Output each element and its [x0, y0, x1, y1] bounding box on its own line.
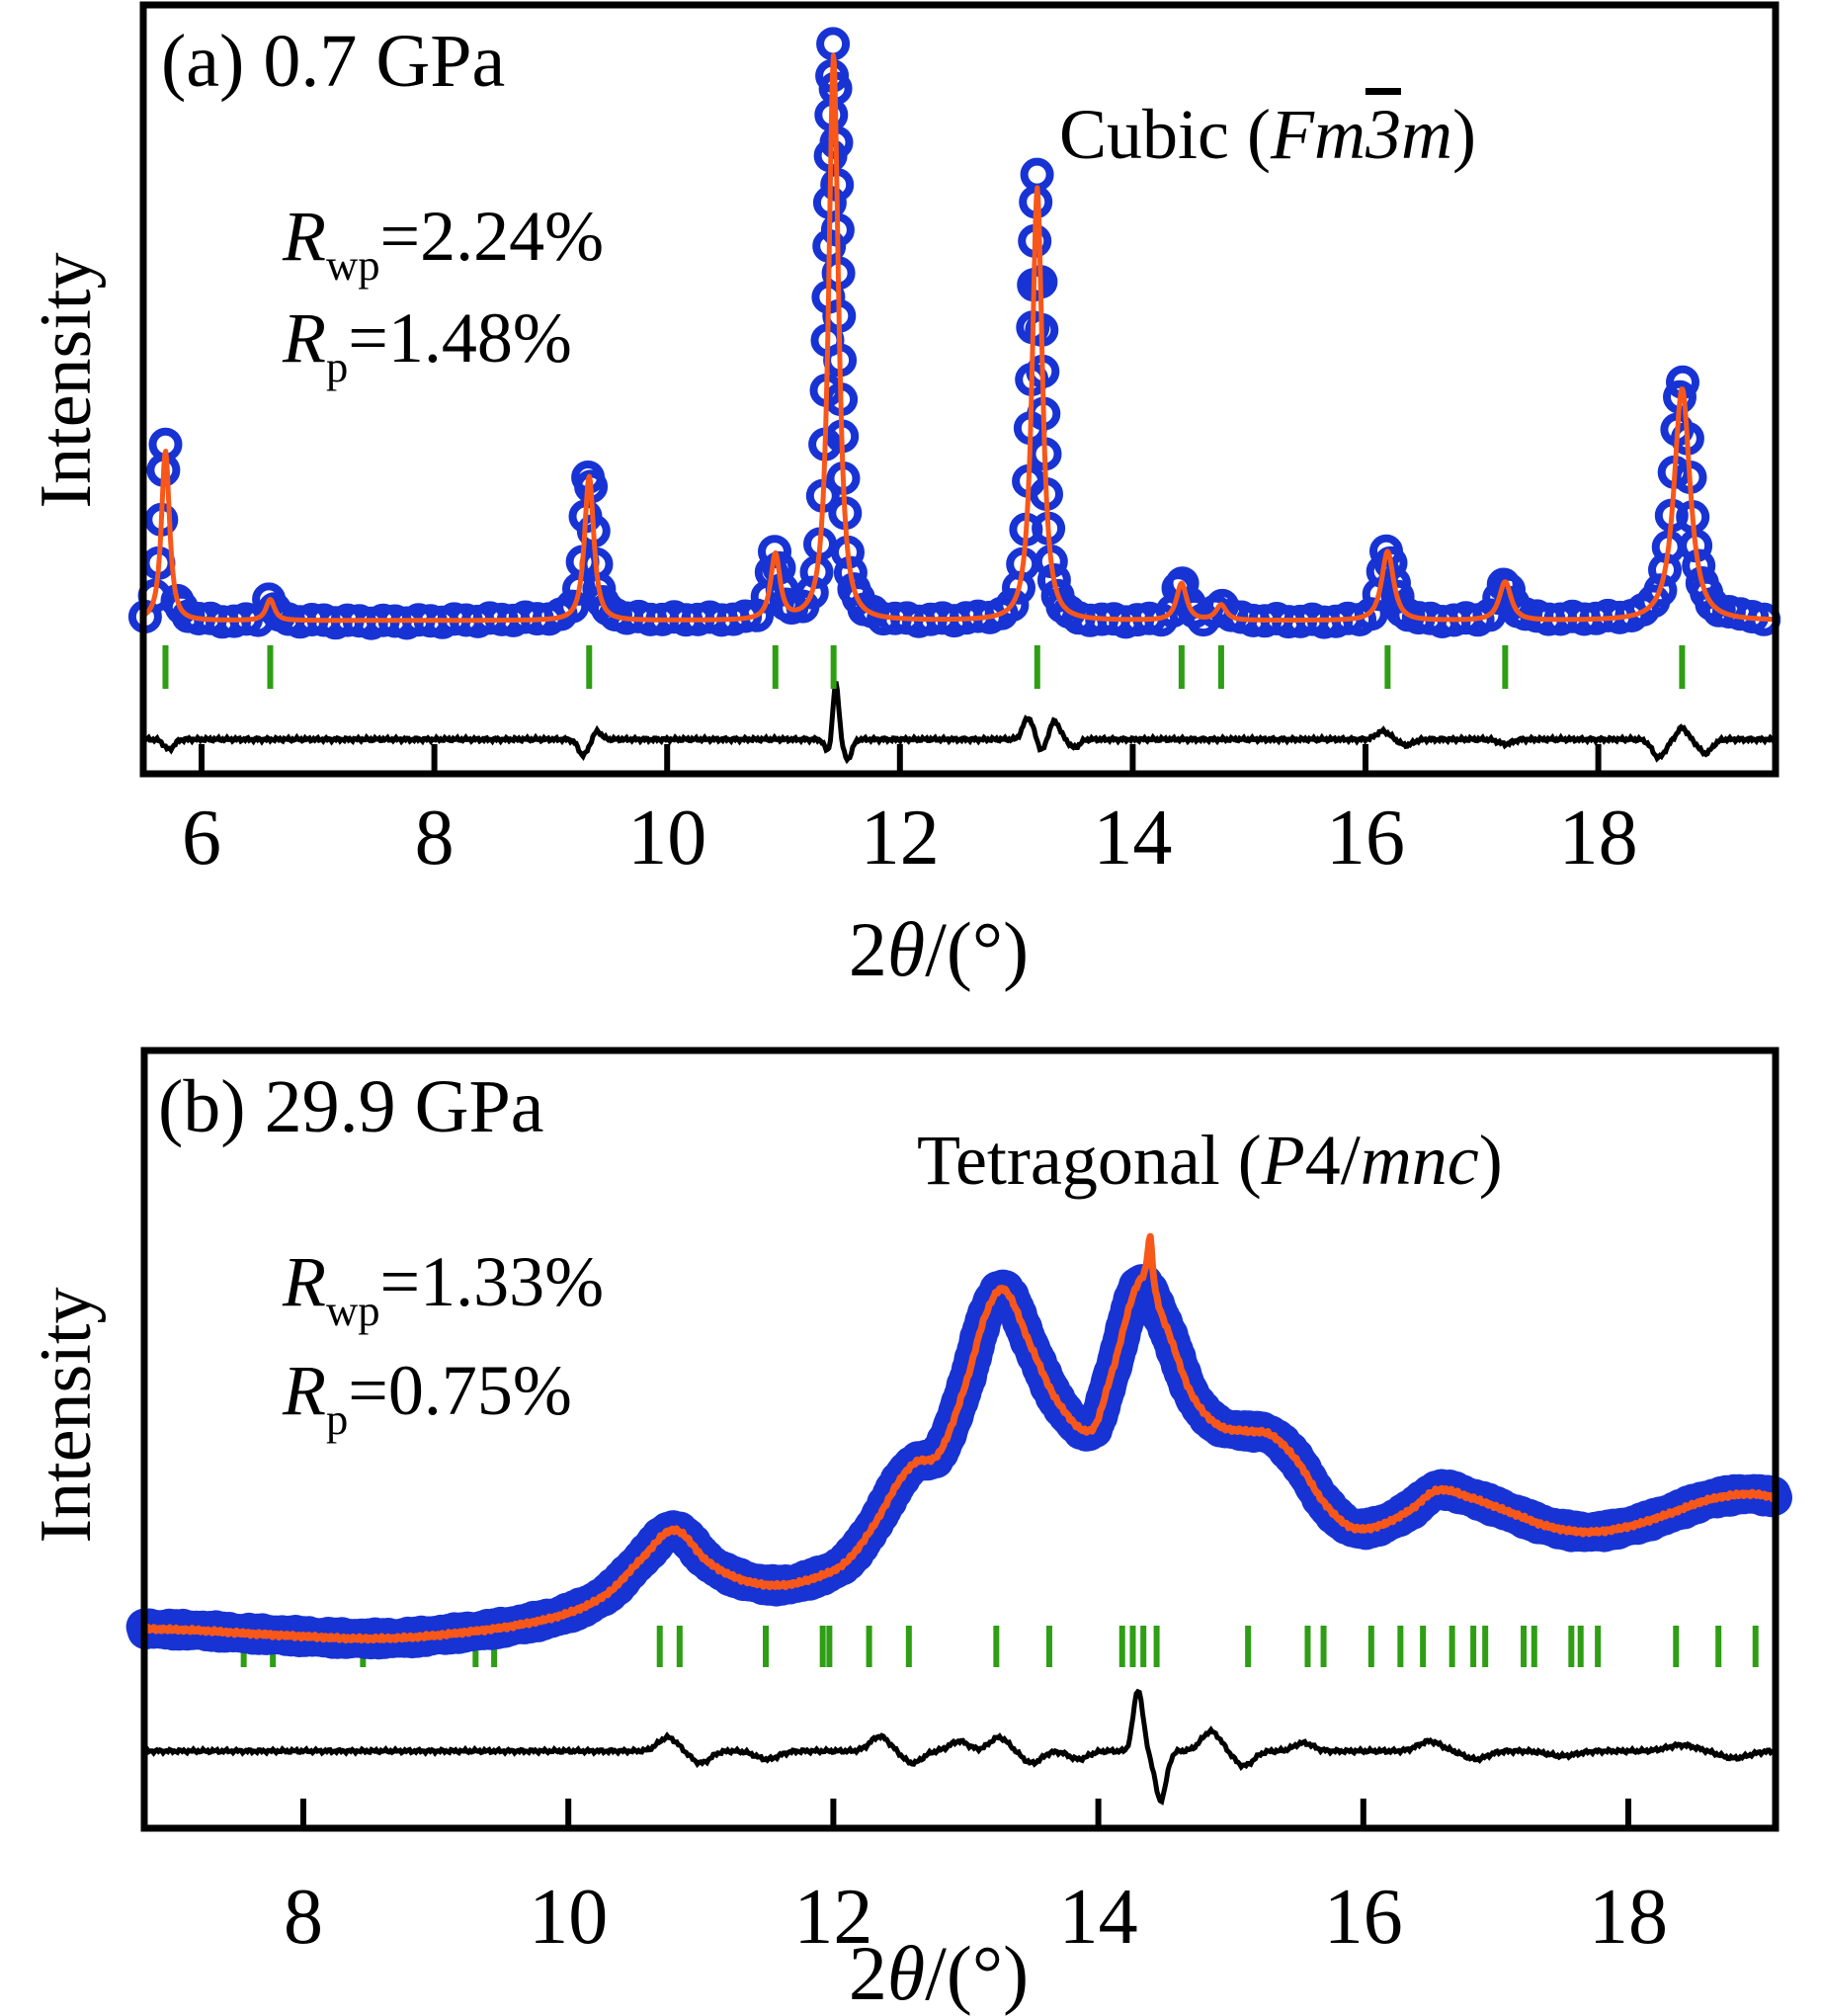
panel-b-phase-label: Tetragonal (P4/mnc) — [917, 1125, 1503, 1196]
phase-b-suffix: ) — [1478, 1121, 1503, 1200]
phase-b-4slash: 4/ — [1304, 1121, 1361, 1200]
x-tick-label: 14 — [1059, 1874, 1138, 1961]
panel-b-y-axis-label: Intensity — [26, 1287, 107, 1544]
x-tick-label: 8 — [284, 1874, 323, 1961]
observed-point — [995, 588, 1030, 623]
phase-a-symbol-m: m — [1400, 95, 1452, 174]
panel-b-rwp-value: Rwp=1.33% — [283, 1246, 604, 1332]
xtitle-b-2: 2 — [848, 1930, 887, 2016]
calculated-fit-line — [141, 1232, 1778, 1644]
observed-point — [1020, 157, 1054, 192]
observed-data-band — [125, 1264, 1792, 1660]
rp-b-number: =0.75% — [348, 1351, 572, 1430]
x-axis-ticks: 6 8 10 12 14 16 18 — [182, 744, 1638, 882]
x-tick-label: 6 — [182, 795, 221, 882]
xtitle-b-theta: θ — [886, 1930, 926, 2016]
panel-a-x-axis-title: 2θ/(°) — [849, 911, 1029, 988]
calculated-fit-line — [141, 52, 1777, 624]
rwp-b-symbol: R — [283, 1242, 326, 1321]
rwp-b-sub: wp — [325, 1286, 380, 1336]
observed-point — [1643, 573, 1678, 608]
xtitle-a-theta: θ — [886, 906, 926, 992]
rwp-a-symbol: R — [283, 197, 326, 276]
x-tick-label: 14 — [1093, 795, 1172, 882]
x-tick-label: 18 — [1559, 795, 1638, 882]
xtitle-a-2: 2 — [848, 906, 887, 992]
x-axis-ticks: 8 10 12 14 16 18 — [284, 1799, 1668, 1961]
x-tick-label: 18 — [1589, 1874, 1668, 1961]
panel-a: 6 8 10 12 14 16 18 — [127, 1, 1781, 882]
rp-b-symbol: R — [283, 1351, 326, 1430]
bragg-tick-row — [162, 645, 1686, 689]
xtitle-b-rest: /(°) — [925, 1930, 1030, 2016]
observed-point — [816, 27, 851, 61]
difference-curve — [142, 681, 1777, 765]
x-tick-label: 16 — [1324, 1874, 1403, 1961]
phase-a-prefix: Cubic ( — [1059, 95, 1271, 174]
phase-b-symbol-p: P — [1261, 1121, 1305, 1200]
difference-curve — [144, 1688, 1775, 1806]
x-tick-label: 10 — [627, 795, 706, 882]
rp-a-sub: p — [325, 342, 349, 392]
phase-a-symbol-fm: Fm — [1270, 95, 1366, 174]
panel-b-label: (b) 29.9 GPa — [158, 1065, 544, 1148]
x-tick-label: 10 — [529, 1874, 608, 1961]
rwp-a-sub: wp — [325, 240, 380, 291]
panel-b: 8 10 12 14 16 18 — [125, 1047, 1792, 1961]
panel-frame — [139, 1, 1780, 778]
phase-b-prefix: Tetragonal ( — [917, 1121, 1262, 1200]
panel-a-y-axis-label: Intensity — [26, 252, 107, 509]
panel-a-label: (a) 0.7 GPa — [161, 20, 506, 103]
panel-frame — [140, 1047, 1780, 1832]
x-tick-label: 8 — [415, 795, 455, 882]
rp-a-number: =1.48% — [348, 298, 572, 378]
panel-b-rp-value: Rp=0.75% — [283, 1355, 572, 1441]
panel-a-rp-value: Rp=1.48% — [283, 302, 572, 388]
xtitle-a-rest: /(°) — [925, 906, 1030, 992]
observed-point — [555, 589, 590, 624]
panel-a-rwp-value: Rwp=2.24% — [283, 201, 604, 287]
rp-a-symbol: R — [283, 298, 326, 378]
x-tick-label: 12 — [861, 795, 940, 882]
panel-a-phase-label: Cubic (Fm3m) — [1059, 99, 1476, 170]
rwp-b-number: =1.33% — [379, 1242, 605, 1321]
rp-b-sub: p — [325, 1394, 349, 1445]
rwp-a-number: =2.24% — [379, 197, 605, 276]
x-tick-label: 16 — [1326, 795, 1405, 882]
phase-a-suffix: ) — [1451, 95, 1476, 174]
phase-a-overbar-3: 3 — [1365, 95, 1401, 174]
phase-b-symbol-mnc: mnc — [1360, 1121, 1479, 1200]
x-tick-label: 12 — [793, 1874, 872, 1961]
panel-b-x-axis-title: 2θ/(°) — [849, 1935, 1029, 2012]
